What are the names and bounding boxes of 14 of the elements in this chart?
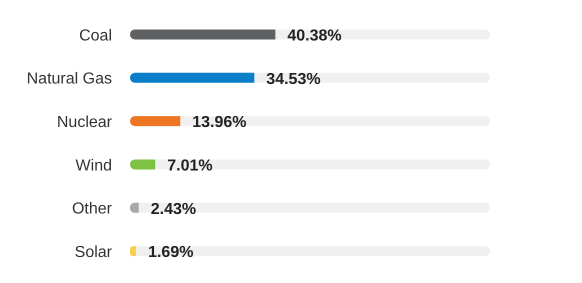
y-tick-label: Natural Gas xyxy=(26,70,112,88)
bar xyxy=(130,159,156,170)
bar xyxy=(130,116,180,126)
data-label: 13.96% xyxy=(192,114,247,132)
y-tick-label: Solar xyxy=(74,244,113,262)
data-label: 34.53% xyxy=(266,70,321,88)
data-label: 7.01% xyxy=(167,157,213,174)
y-tick-label: Wind xyxy=(76,157,112,174)
y-tick-label: Other xyxy=(72,200,113,218)
data-label: 2.43% xyxy=(150,200,196,218)
data-label: 40.38% xyxy=(287,27,342,44)
y-tick-label: Nuclear xyxy=(56,114,113,132)
data-label: 1.69% xyxy=(148,244,194,262)
y-tick-label: Coal xyxy=(79,27,112,44)
